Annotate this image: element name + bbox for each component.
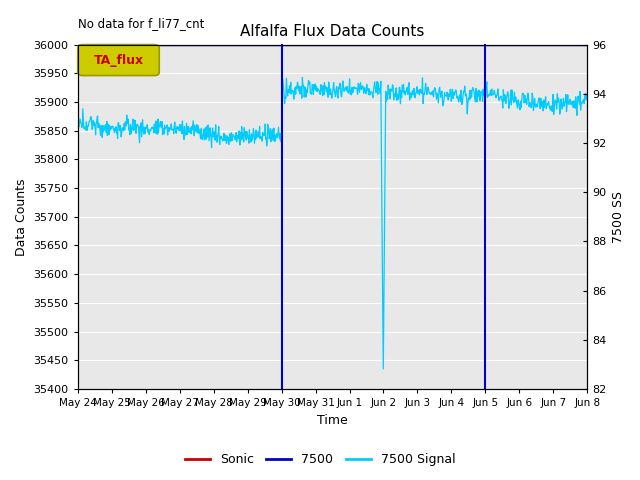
Y-axis label: 7500 SS: 7500 SS (612, 191, 625, 243)
Text: TA_flux: TA_flux (93, 54, 143, 67)
Legend: Sonic, 7500, 7500 Signal: Sonic, 7500, 7500 Signal (180, 448, 460, 471)
Y-axis label: Data Counts: Data Counts (15, 178, 28, 255)
Text: No data for f_li77_cnt: No data for f_li77_cnt (77, 17, 204, 30)
X-axis label: Time: Time (317, 414, 348, 427)
FancyBboxPatch shape (77, 45, 159, 75)
Title: Alfalfa Flux Data Counts: Alfalfa Flux Data Counts (241, 24, 425, 39)
